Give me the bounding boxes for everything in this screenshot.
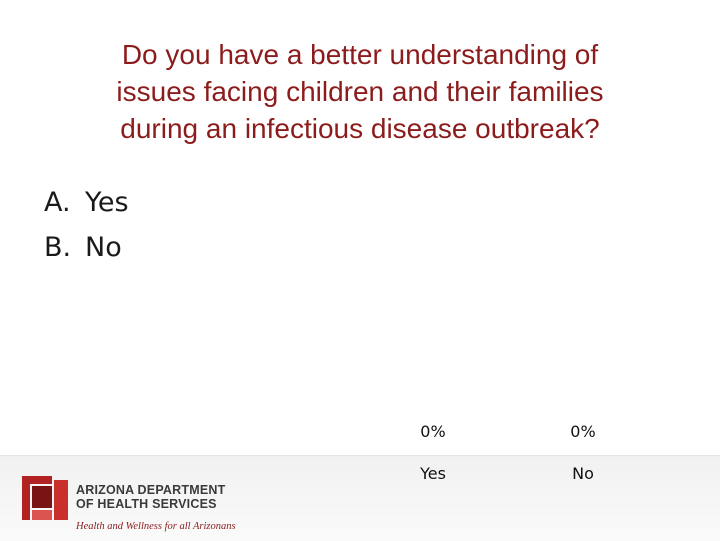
option-letter: B. [44,232,72,263]
question-line-2: issues facing children and their familie… [116,76,604,107]
data-label-no: 0% [570,422,595,441]
answer-option-b: B. No [44,225,129,270]
logo-tagline: Health and Wellness for all Arizonans [76,521,236,532]
footer-bar [0,455,720,541]
adhs-logo: ARIZONA DEPARTMENT OF HEALTH SERVICES He… [22,474,252,536]
question-title: Do you have a better understanding of is… [30,36,690,147]
question-line-1: Do you have a better understanding of [121,39,599,70]
adhs-logo-text: ARIZONA DEPARTMENT OF HEALTH SERVICES [76,483,225,511]
answer-options: A. Yes B. No [44,180,129,270]
question-line-3: during an infectious disease outbreak? [120,113,600,144]
option-text: Yes [85,187,129,218]
logo-line-1: ARIZONA DEPARTMENT [76,483,226,497]
logo-line-2: OF HEALTH SERVICES [76,497,217,511]
arizona-state-mark-icon [22,476,68,520]
answer-option-a: A. Yes [44,180,129,225]
option-letter: A. [44,187,71,218]
option-text: No [85,232,122,263]
data-label-yes: 0% [420,422,445,441]
